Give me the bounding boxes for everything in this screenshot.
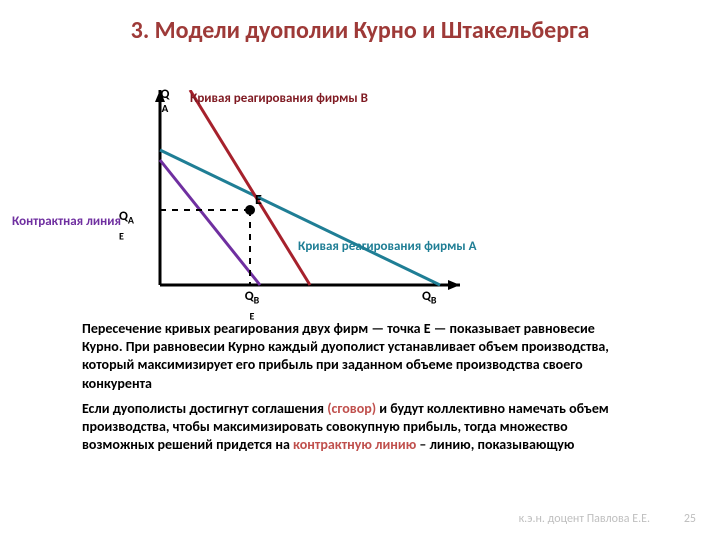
x-axis-label: QB bbox=[422, 290, 452, 306]
page-number: 25 bbox=[684, 512, 696, 526]
qbe-label: QBE bbox=[237, 290, 267, 321]
slide-title: 3. Модели дуополии Курно и Штакельберга bbox=[0, 16, 720, 46]
curve-b bbox=[190, 90, 310, 285]
contract-label: Контрактная линия bbox=[12, 215, 132, 229]
footer-author: к.э.н. доцент Павлова Е.Е. bbox=[519, 512, 650, 526]
diagram: Q A QAE QB QBE Кривая реагирования фирмы… bbox=[60, 90, 480, 310]
curve-a-label: Кривая реагирования фирмы A bbox=[298, 240, 498, 254]
equilibrium-point bbox=[245, 205, 255, 215]
curve-b-label: Кривая реагирования фирмы B bbox=[190, 92, 390, 106]
slide: 3. Модели дуополии Курно и Штакельберга bbox=[0, 0, 720, 540]
curve-a bbox=[160, 150, 440, 285]
diagram-svg bbox=[60, 90, 480, 310]
e-label: E bbox=[255, 192, 262, 207]
y-axis-label: Q A bbox=[155, 88, 175, 117]
paragraph-1: Пересечение кривых реагирования двух фир… bbox=[82, 320, 652, 393]
axes bbox=[155, 90, 460, 290]
paragraph-2: Если дуополисты достигнут соглашения (сг… bbox=[82, 400, 652, 455]
